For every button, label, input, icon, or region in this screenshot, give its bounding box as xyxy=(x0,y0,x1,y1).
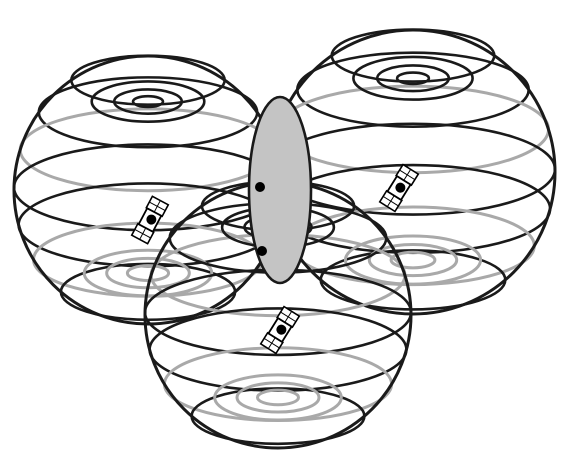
pole-ring xyxy=(256,388,300,407)
latitude-ring xyxy=(37,76,259,149)
pole-ring xyxy=(82,248,214,298)
latitude-ring xyxy=(269,122,557,216)
pole-ring xyxy=(367,242,459,278)
pole-ring xyxy=(125,264,171,282)
satellite-left-icon xyxy=(130,195,170,245)
pole-ring xyxy=(213,373,343,422)
pole-ring xyxy=(343,234,483,286)
pole-ring xyxy=(90,80,206,123)
pole-ring xyxy=(131,94,165,109)
pole-ring xyxy=(375,64,451,93)
pole-ring xyxy=(112,88,184,115)
intersection-point-upper xyxy=(255,182,265,192)
pole-ring xyxy=(395,71,431,86)
pole-ring xyxy=(235,381,321,414)
intersection-ellipse xyxy=(247,95,313,285)
satellite-bottom-icon xyxy=(259,305,301,355)
latitude-ring xyxy=(295,51,530,128)
intersection-point-lower xyxy=(257,246,267,256)
pole-ring xyxy=(352,55,474,101)
pole-ring xyxy=(389,250,437,270)
